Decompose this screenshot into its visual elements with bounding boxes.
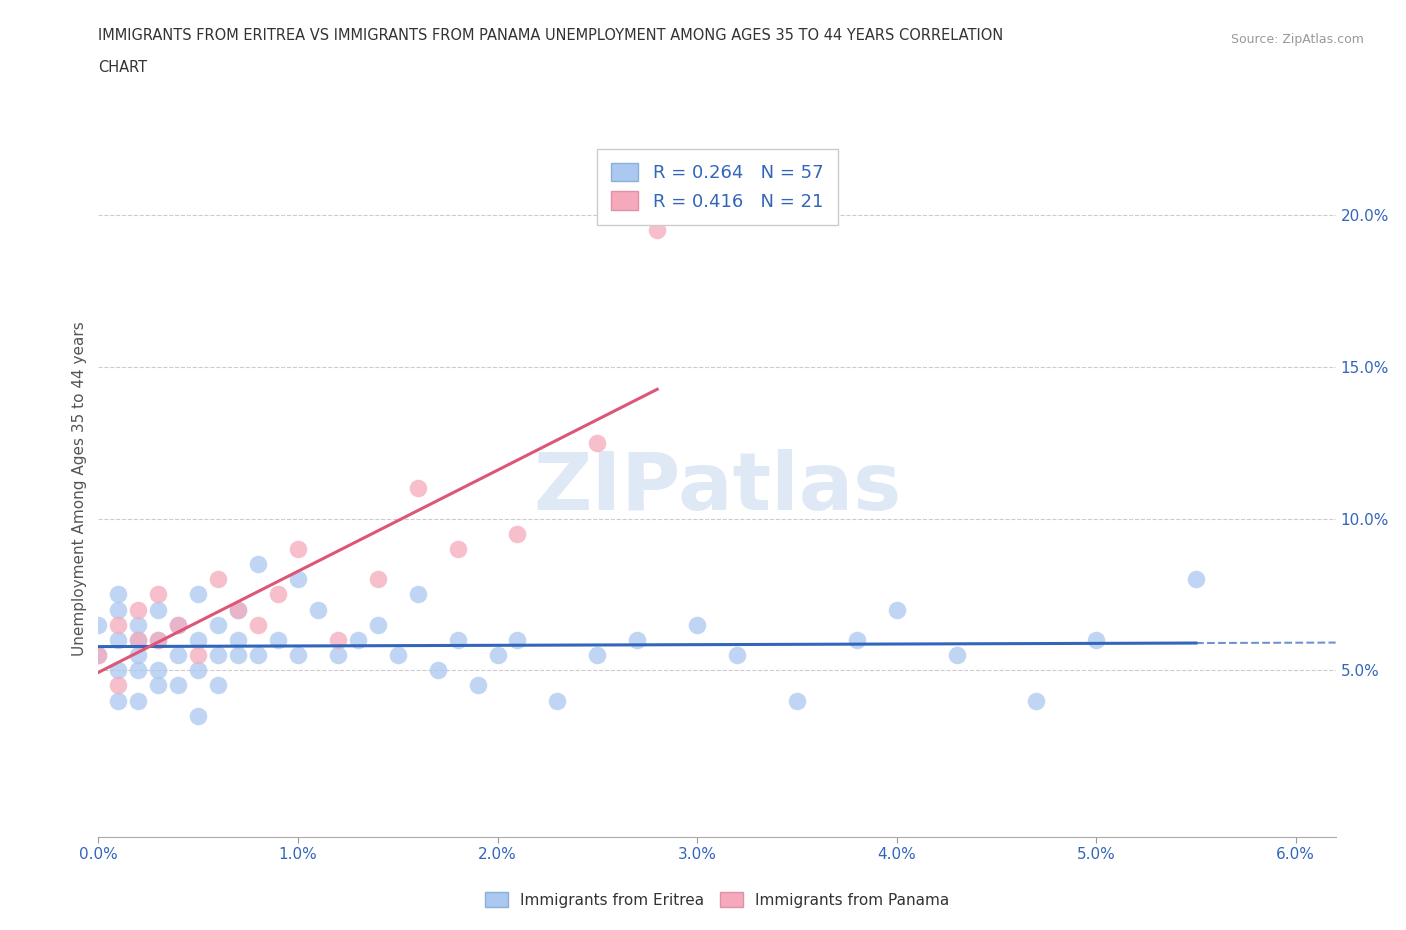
Text: Source: ZipAtlas.com: Source: ZipAtlas.com (1230, 33, 1364, 46)
Point (845, 632, 868, 647)
Point (725, 647, 748, 662)
Point (226, 602, 249, 617)
Point (87, 647, 110, 662)
Point (886, 602, 908, 617)
Point (148, 587, 170, 602)
Point (307, 602, 329, 617)
Point (187, 647, 209, 662)
Point (187, 709, 209, 724)
Point (546, 693, 568, 708)
Point (287, 572, 309, 587)
Point (127, 602, 149, 617)
Point (207, 678, 229, 693)
Point (107, 663, 129, 678)
Point (187, 663, 209, 678)
Point (247, 618, 270, 632)
Point (786, 693, 808, 708)
Point (167, 647, 190, 662)
Point (247, 647, 270, 662)
Point (486, 647, 509, 662)
Point (127, 618, 149, 632)
Point (107, 632, 129, 647)
Point (586, 647, 609, 662)
Point (226, 602, 249, 617)
Point (107, 587, 129, 602)
Point (226, 647, 249, 662)
Point (367, 572, 389, 587)
Point (326, 647, 349, 662)
Point (127, 632, 149, 647)
Point (506, 632, 529, 647)
Point (367, 618, 389, 632)
Point (326, 632, 349, 647)
Point (87, 647, 110, 662)
Point (247, 557, 270, 572)
Point (107, 693, 129, 708)
Y-axis label: Unemployment Among Ages 35 to 44 years: Unemployment Among Ages 35 to 44 years (72, 321, 87, 656)
Point (148, 632, 170, 647)
Point (127, 693, 149, 708)
Point (945, 647, 967, 662)
Point (267, 587, 290, 602)
Point (207, 647, 229, 662)
Point (506, 526, 529, 541)
Point (287, 647, 309, 662)
Point (167, 618, 190, 632)
Point (686, 618, 709, 632)
Point (626, 632, 648, 647)
Point (148, 678, 170, 693)
Point (406, 481, 429, 496)
Point (446, 632, 468, 647)
Point (586, 435, 609, 450)
Point (426, 663, 449, 678)
Point (446, 541, 468, 556)
Text: CHART: CHART (98, 60, 148, 75)
Point (1085, 632, 1108, 647)
Point (207, 572, 229, 587)
Point (127, 647, 149, 662)
Point (148, 663, 170, 678)
Point (107, 678, 129, 693)
Point (467, 678, 489, 693)
Point (107, 618, 129, 632)
Point (406, 587, 429, 602)
Point (148, 632, 170, 647)
Point (207, 618, 229, 632)
Point (167, 618, 190, 632)
Point (1025, 693, 1047, 708)
Point (187, 587, 209, 602)
Point (347, 632, 370, 647)
Point (645, 223, 668, 238)
Point (287, 541, 309, 556)
Point (148, 602, 170, 617)
Point (387, 647, 409, 662)
Point (127, 663, 149, 678)
Point (267, 632, 290, 647)
Point (127, 632, 149, 647)
Text: IMMIGRANTS FROM ERITREA VS IMMIGRANTS FROM PANAMA UNEMPLOYMENT AMONG AGES 35 TO : IMMIGRANTS FROM ERITREA VS IMMIGRANTS FR… (98, 28, 1004, 43)
Point (87, 618, 110, 632)
Point (1185, 572, 1208, 587)
Legend: Immigrants from Eritrea, Immigrants from Panama: Immigrants from Eritrea, Immigrants from… (472, 880, 962, 920)
Point (107, 602, 129, 617)
Point (226, 632, 249, 647)
Point (167, 678, 190, 693)
Text: ZIPatlas: ZIPatlas (533, 449, 901, 527)
Point (187, 632, 209, 647)
